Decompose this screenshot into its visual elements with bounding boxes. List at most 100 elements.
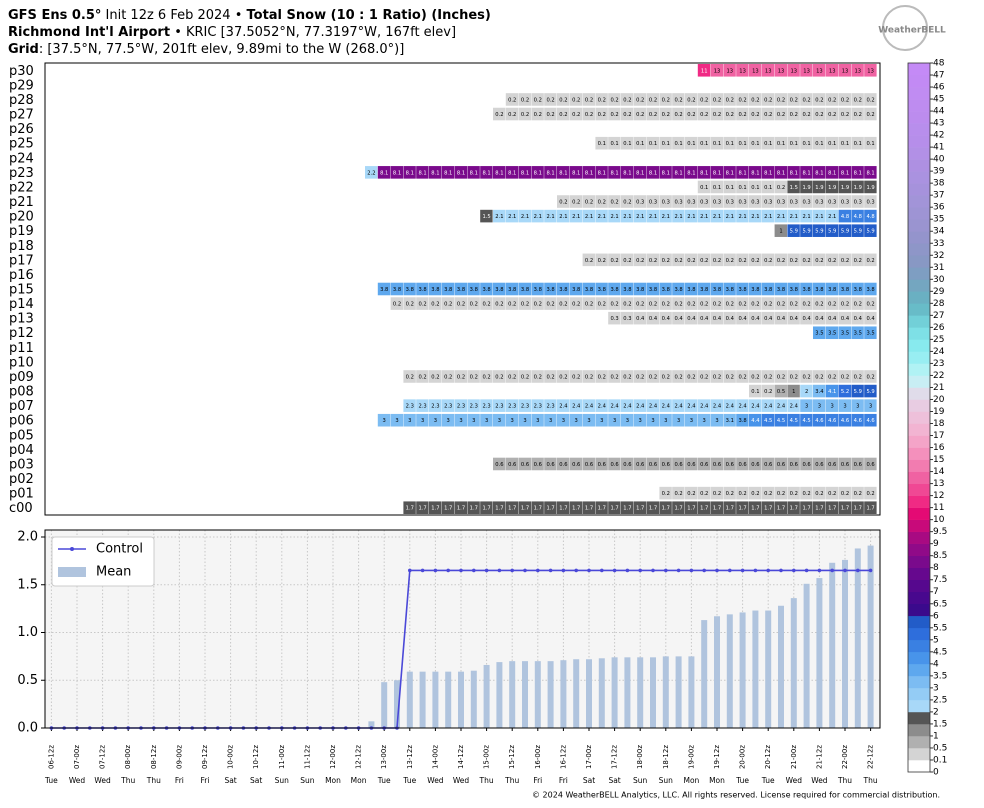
cell <box>864 209 877 223</box>
x-tick-label: 17-12z <box>611 745 619 769</box>
cell <box>851 311 864 325</box>
cell <box>825 413 839 427</box>
cell <box>518 370 531 383</box>
cell <box>429 399 442 412</box>
cell <box>710 107 723 121</box>
cell <box>672 297 685 310</box>
cell <box>787 370 800 383</box>
cell-label: 0.2 <box>662 374 670 380</box>
cell <box>825 93 839 106</box>
cell <box>659 166 672 179</box>
cell-label: 2.3 <box>470 404 478 410</box>
cell <box>633 209 647 223</box>
cell <box>441 370 455 383</box>
cell <box>659 282 672 296</box>
cell-label: 0.2 <box>674 258 682 264</box>
cell <box>595 457 608 471</box>
cell <box>595 166 608 179</box>
cell-label: 13 <box>790 68 797 74</box>
cell-label: 0.2 <box>598 97 606 103</box>
cell-label: 0.2 <box>764 258 772 264</box>
cell-label: 1.7 <box>508 506 516 512</box>
x-tick-label: 15-12z <box>508 745 516 769</box>
colorbar-band <box>908 183 930 196</box>
cell-label: 0.2 <box>700 112 708 118</box>
cell <box>403 501 416 514</box>
cell <box>608 311 621 325</box>
cell <box>646 413 659 427</box>
cell <box>390 413 403 427</box>
control-point <box>843 568 847 573</box>
cell-label: 1.7 <box>866 506 874 512</box>
cell <box>416 166 429 179</box>
cell-label: 2.3 <box>457 404 465 410</box>
cell-label: 0.1 <box>598 141 606 147</box>
x-tick-label: 08-12z <box>150 745 158 769</box>
cell <box>851 64 864 77</box>
cell-label: 0.2 <box>751 97 759 103</box>
cell-label: 8.1 <box>674 170 682 176</box>
cell <box>595 253 608 267</box>
cell-label: 0.2 <box>738 97 746 103</box>
cell-label: 3.8 <box>738 287 746 293</box>
weekday-label: Wed <box>94 776 111 785</box>
cell-label: 0.1 <box>828 141 836 147</box>
cell <box>582 413 595 427</box>
colorbar-band <box>908 255 930 268</box>
cell <box>736 399 749 412</box>
cell <box>493 501 506 514</box>
cell-label: 0.1 <box>713 141 721 147</box>
cell-label: 3.8 <box>431 287 439 293</box>
cell <box>595 136 608 150</box>
cell <box>774 282 787 296</box>
cell <box>646 107 659 121</box>
cell <box>710 311 723 325</box>
colorbar-tick-label: 30 <box>933 275 945 285</box>
cell <box>595 209 608 223</box>
cell <box>749 486 762 500</box>
weekday-label: Thu <box>863 776 878 785</box>
cell <box>710 413 723 427</box>
cell <box>608 93 621 106</box>
cell <box>557 297 570 310</box>
cell-label: 2.3 <box>546 404 554 410</box>
cell <box>505 166 519 179</box>
x-tick-label: 14-00z <box>431 745 439 769</box>
cell <box>851 166 864 179</box>
cell-label: 0.6 <box>674 462 682 468</box>
cell-label: 2.1 <box>713 214 721 220</box>
cell-label: 0.4 <box>828 316 837 322</box>
cell-label: 5.9 <box>828 229 836 235</box>
cell <box>800 297 813 310</box>
cell <box>467 501 480 514</box>
cell <box>416 413 429 427</box>
colorbar-band <box>908 135 930 148</box>
cell <box>851 457 864 471</box>
cell <box>557 209 570 223</box>
cell <box>633 107 647 121</box>
cell-label: 2.1 <box>764 214 772 220</box>
cell-label: 5.9 <box>866 389 874 395</box>
cell-label: 0.2 <box>726 374 734 380</box>
cell <box>825 64 839 77</box>
cell <box>454 399 467 412</box>
cell <box>416 297 429 310</box>
mean-bar <box>701 620 708 728</box>
cell <box>621 93 634 106</box>
cell-label: 0.6 <box>751 462 759 468</box>
cell-label: 2.1 <box>700 214 708 220</box>
cell-label: 0.2 <box>521 97 529 103</box>
mean-bar <box>624 657 631 728</box>
cell <box>633 399 647 412</box>
cell-label: 4.8 <box>854 214 862 220</box>
cell <box>813 457 826 471</box>
cell-label: 0.3 <box>866 200 874 206</box>
cell-label: 5.9 <box>790 229 798 235</box>
cell <box>800 457 813 471</box>
cell-label: 5.9 <box>866 229 874 235</box>
colorbar-band <box>908 111 930 124</box>
cell <box>825 136 839 150</box>
cell <box>697 64 711 77</box>
cell <box>749 457 762 471</box>
cell <box>787 297 800 310</box>
